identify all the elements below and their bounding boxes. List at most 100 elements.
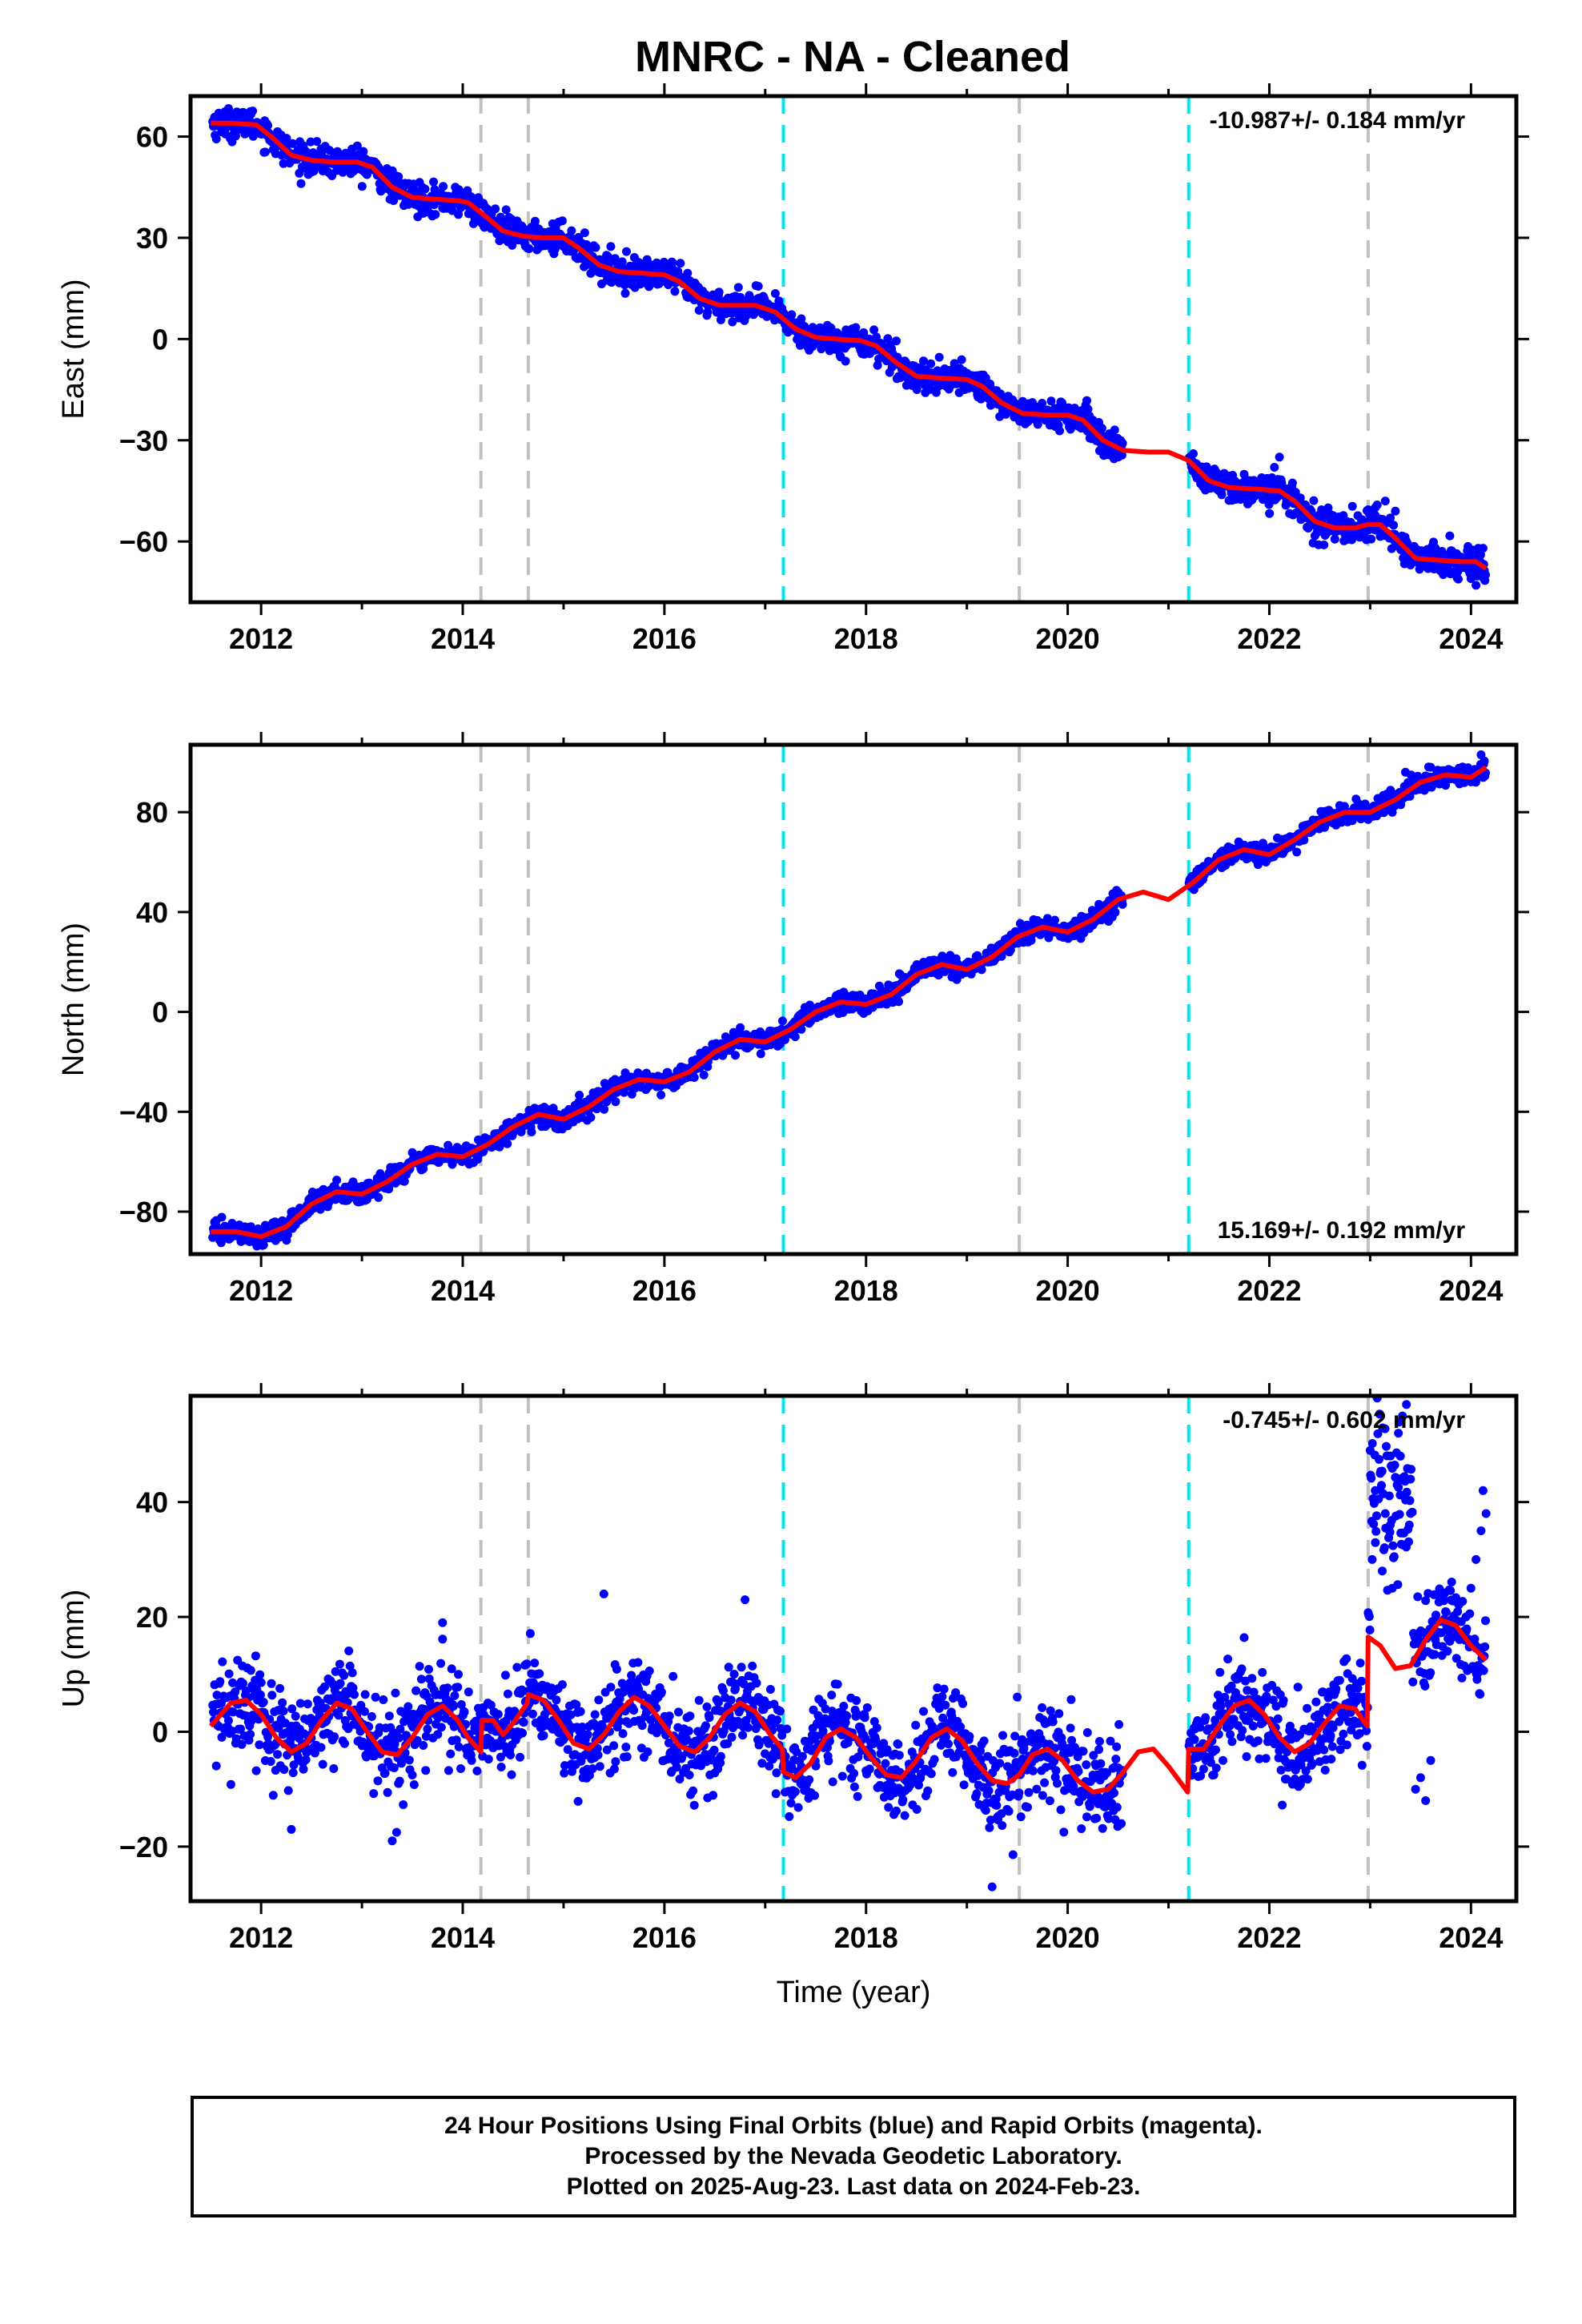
data-point [1082, 396, 1091, 405]
data-point [454, 1742, 464, 1751]
data-point [291, 1711, 300, 1721]
data-point [303, 1699, 312, 1709]
data-point [977, 965, 986, 975]
data-point [883, 334, 893, 344]
north-panel: 2012 2014 2016 2018 2020 2022 202480400−40−80N… [57, 732, 1529, 1307]
data-point [1441, 781, 1451, 790]
data-point [246, 1666, 255, 1675]
model-line [211, 120, 1488, 571]
data-point [448, 1702, 458, 1711]
data-point [797, 314, 806, 324]
data-point [709, 1791, 718, 1800]
data-point [560, 1761, 569, 1771]
data-point [573, 1796, 583, 1806]
data-point [399, 1800, 408, 1809]
data-point [580, 228, 589, 238]
data-point [1265, 509, 1275, 518]
data-point [320, 1682, 329, 1691]
data-point [586, 1112, 596, 1122]
data-point [912, 385, 921, 394]
data-point [670, 287, 680, 296]
data-point [621, 1743, 631, 1751]
data-point [1097, 424, 1106, 433]
data-point [668, 258, 677, 267]
data-point [833, 328, 841, 337]
data-point [396, 1724, 405, 1734]
data-point [301, 1755, 311, 1764]
data-point [218, 1657, 227, 1667]
data-point [283, 1786, 293, 1795]
data-point [525, 1629, 535, 1638]
data-point [575, 1091, 584, 1100]
data-point [557, 1680, 567, 1690]
data-point [620, 288, 630, 298]
data-point [436, 1659, 446, 1668]
data-point [412, 1735, 422, 1745]
data-point [367, 1712, 376, 1721]
y-tick-label: −60 [119, 525, 168, 558]
y-tick-label: 0 [152, 996, 168, 1029]
data-point [609, 1741, 619, 1751]
data-point [516, 1752, 524, 1762]
data-point [583, 1730, 592, 1739]
data-point [1058, 398, 1067, 408]
data-point [622, 247, 631, 256]
data-point [869, 325, 879, 335]
data-point [359, 147, 368, 156]
data-point [339, 1739, 349, 1748]
data-point [934, 352, 944, 362]
data-point [347, 1668, 357, 1678]
data-points [208, 104, 1490, 590]
data-point [729, 1670, 739, 1679]
data-point [223, 1716, 233, 1725]
data-point [701, 1721, 710, 1731]
data-point [620, 1088, 628, 1097]
plot-frame [188, 742, 1519, 1256]
data-point [724, 1663, 733, 1672]
x-tick-label: 2022 [1237, 1274, 1301, 1307]
data-point [391, 1827, 401, 1837]
data-point [591, 243, 600, 252]
data-point [685, 1711, 695, 1721]
data-point [609, 1764, 619, 1774]
data-point [279, 1765, 289, 1775]
data-point [332, 1176, 342, 1185]
data-point [1309, 496, 1319, 505]
data-point [1055, 426, 1064, 436]
data-point [224, 1669, 234, 1679]
data-point [1026, 935, 1036, 945]
data-point [756, 1049, 765, 1059]
data-point [415, 1662, 424, 1671]
data-point [512, 1663, 522, 1672]
data-point [1291, 488, 1300, 497]
data-point [1118, 439, 1127, 448]
data-point [447, 1664, 456, 1674]
data-point [357, 182, 367, 191]
data-point [590, 1710, 600, 1719]
data-point [1476, 750, 1486, 759]
data-point [1445, 531, 1455, 541]
data-point [507, 1770, 516, 1779]
data-point [611, 1757, 620, 1767]
data-point [665, 1711, 674, 1721]
data-point [444, 1766, 453, 1775]
data-point [263, 121, 272, 131]
data-point [681, 1763, 691, 1773]
data-point [592, 1743, 602, 1753]
data-point [1481, 570, 1490, 580]
data-point [957, 355, 966, 364]
data-point [694, 1695, 704, 1705]
data-point [360, 1690, 370, 1699]
data-point [736, 1023, 745, 1032]
data-point [518, 1728, 528, 1738]
data-point [421, 1766, 431, 1775]
data-point [231, 1687, 240, 1697]
data-point [217, 1732, 227, 1742]
data-point [484, 1755, 493, 1764]
data-point [1367, 534, 1376, 544]
data-point [606, 1683, 616, 1692]
data-point [263, 1732, 272, 1742]
data-point [312, 137, 322, 147]
